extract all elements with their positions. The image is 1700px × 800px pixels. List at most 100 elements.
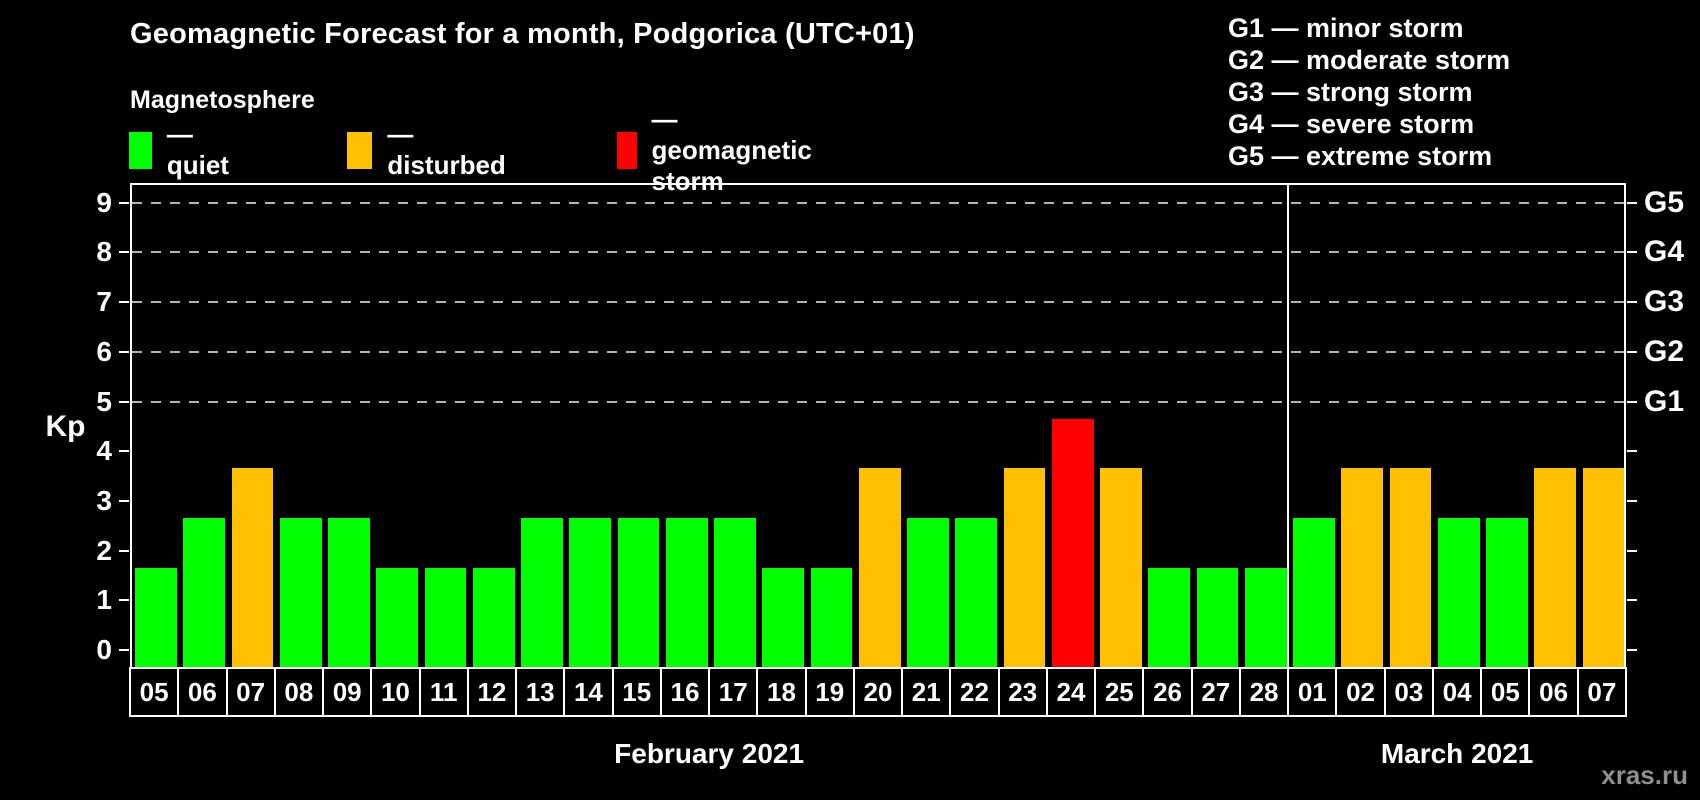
right-axis-tick — [1627, 599, 1637, 602]
y-axis-tick — [119, 201, 129, 204]
kp-bar-04 — [1437, 517, 1480, 667]
date-cell: 02 — [1335, 667, 1386, 717]
kp-bar-26 — [1148, 567, 1191, 667]
right-axis-tick — [1627, 201, 1637, 204]
g-axis-label-G4: G4 — [1644, 235, 1685, 269]
right-axis-tick — [1627, 301, 1637, 304]
gridline-kp6 — [132, 350, 1624, 353]
g-axis-label-G3: G3 — [1644, 285, 1685, 319]
y-axis-label: 4 — [96, 435, 112, 467]
y-axis-label: 7 — [96, 286, 112, 318]
g-scale-legend: G1 — minor storm G2 — moderate storm G3 — … — [1228, 12, 1510, 172]
kp-bar-06 — [1534, 468, 1577, 667]
kp-bar-07 — [231, 468, 274, 667]
legend-swatch-storm-icon — [617, 131, 637, 169]
kp-bar-28 — [1244, 567, 1287, 667]
kp-bar-17 — [714, 517, 756, 667]
kp-bar-01 — [1293, 517, 1335, 667]
subtitle-magnetosphere: Magnetosphere — [130, 86, 315, 114]
date-cell: 23 — [997, 667, 1048, 717]
legend-item-label: — quiet — [166, 119, 229, 180]
date-cell: 17 — [708, 667, 759, 717]
kp-bar-23 — [1003, 468, 1046, 667]
y-axis-label: 5 — [96, 385, 112, 417]
kp-bar-12 — [472, 567, 515, 667]
date-cell: 27 — [1190, 667, 1241, 717]
date-cell: 03 — [1383, 667, 1434, 717]
y-axis-tick — [119, 549, 129, 552]
kp-bar-25 — [1100, 468, 1142, 667]
kp-bar-08 — [279, 517, 322, 667]
y-axis-label: 2 — [96, 534, 112, 566]
date-cell: 05 — [1480, 667, 1531, 717]
kp-bar-14 — [569, 517, 612, 667]
g-axis-label-G5: G5 — [1644, 185, 1685, 219]
kp-axis-title: Kp — [45, 410, 86, 443]
g-axis-label-G1: G1 — [1644, 384, 1685, 418]
kp-bar-02 — [1341, 468, 1384, 667]
date-cell: 06 — [1528, 667, 1579, 717]
y-axis-label: 9 — [96, 186, 112, 218]
kp-bar-10 — [376, 567, 419, 667]
kp-bar-18 — [762, 567, 805, 667]
date-cell: 22 — [949, 667, 1000, 717]
date-cell: 19 — [804, 667, 855, 717]
month-label: February 2021 — [614, 738, 805, 769]
y-axis-tick — [119, 400, 129, 403]
y-axis-tick — [119, 350, 129, 353]
legend-swatch-disturbed-icon — [347, 131, 373, 169]
g-axis-label-G2: G2 — [1644, 334, 1685, 368]
kp-bar-19 — [810, 567, 853, 667]
legend-item-quiet: — quiet — [129, 119, 237, 180]
date-cell: 20 — [852, 667, 904, 717]
kp-bar-09 — [328, 517, 370, 667]
date-cell: 01 — [1287, 667, 1338, 717]
kp-bar-chart — [130, 183, 1626, 667]
g-legend-item: G3 — strong storm — [1228, 77, 1473, 107]
date-cell: 24 — [1045, 667, 1097, 717]
kp-bar-03 — [1389, 468, 1432, 667]
right-axis-tick — [1627, 251, 1637, 254]
date-cell: 15 — [611, 667, 662, 717]
right-axis-tick — [1627, 649, 1637, 651]
legend-item-disturbed: — disturbed — [347, 119, 511, 180]
kp-bar-24 — [1051, 418, 1094, 667]
kp-bar-21 — [907, 517, 949, 667]
right-axis-tick — [1627, 400, 1637, 403]
y-axis-tick — [119, 499, 129, 502]
y-axis-label: 0 — [96, 634, 112, 665]
y-axis-tick — [119, 450, 129, 453]
y-axis-tick — [119, 251, 129, 254]
date-cell: 13 — [515, 667, 566, 717]
date-cell: 21 — [901, 667, 952, 717]
kp-bar-11 — [424, 567, 467, 667]
kp-bar-16 — [665, 517, 708, 667]
date-cell: 05 — [129, 667, 180, 717]
date-cell: 14 — [563, 667, 614, 717]
y-axis-tick — [119, 599, 129, 602]
right-axis-tick — [1627, 499, 1637, 502]
date-cell: 11 — [418, 667, 469, 717]
legend-item-label: — disturbed — [387, 119, 506, 180]
date-cell: 10 — [370, 667, 421, 717]
date-cell: 07 — [225, 667, 276, 717]
y-axis-label: 8 — [96, 236, 112, 268]
month-label: March 2021 — [1380, 738, 1534, 769]
date-cell: 09 — [322, 667, 373, 717]
g-legend-item: G5 — extreme storm — [1228, 141, 1493, 171]
month-separator — [1287, 185, 1290, 667]
date-cell: 25 — [1094, 667, 1145, 717]
date-cell: 06 — [177, 667, 228, 717]
y-axis-tick — [119, 301, 129, 304]
kp-bar-05 — [135, 567, 177, 667]
kp-bar-05 — [1486, 517, 1528, 667]
date-cell: 18 — [756, 667, 807, 717]
date-cell: 08 — [273, 667, 325, 717]
date-cell: 04 — [1431, 667, 1483, 717]
gridline-kp7 — [132, 301, 1624, 304]
g-legend-item: G1 — minor storm — [1228, 13, 1464, 43]
right-axis-tick — [1627, 350, 1637, 353]
right-axis-tick — [1627, 549, 1637, 552]
page-title: Geomagnetic Forecast for a month, Podgor… — [130, 18, 915, 50]
